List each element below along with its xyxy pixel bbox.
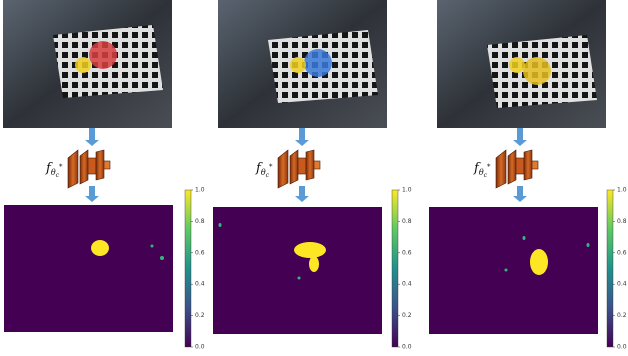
label-superscript: * [487, 163, 491, 171]
panel: fθc* 0.0 0.2 0.4 0.6 0.8 1.0 [213, 0, 412, 351]
colorbar-tick-label: 0.2 [402, 312, 412, 319]
heatmap [213, 207, 382, 334]
arrow [517, 128, 523, 140]
arrow [517, 186, 523, 196]
label-sub-subscript: c [266, 172, 270, 179]
network-icon [531, 160, 539, 170]
colorbar-tick-label: 0.4 [195, 281, 205, 288]
colorbar-tick-label: 0.6 [617, 249, 627, 256]
arrow [85, 140, 99, 146]
heatmap-blob [297, 276, 301, 280]
network-icon [289, 149, 299, 185]
colorbar-tick-label: 1.0 [402, 187, 412, 194]
colorbar-tick-label: 0.6 [402, 249, 412, 256]
object [75, 57, 91, 73]
heatmap [4, 205, 173, 332]
colorbar-tick-label: 0.4 [617, 281, 627, 288]
heatmap-blob [522, 236, 526, 240]
heatmap-blob [150, 244, 154, 248]
network-icon [79, 149, 89, 185]
object [304, 49, 332, 77]
colorbar-tick-label: 1.0 [195, 187, 205, 194]
panel: fθc* 0.0 0.2 0.4 0.6 0.8 1.0 [429, 0, 627, 351]
colorbar-tick-label: 0.4 [402, 281, 412, 288]
colorbar-tick-label: 0.8 [402, 218, 412, 225]
label-subscript: θ [261, 168, 266, 177]
network-icon [313, 160, 321, 170]
panel: fθc* 0.0 0.2 0.4 0.6 0.8 1.0 [3, 0, 205, 351]
colorbar-tick-label: 0.8 [195, 218, 205, 225]
arrow [299, 128, 305, 140]
object [523, 57, 551, 85]
heatmap-blob [160, 256, 164, 260]
heatmap-blob [294, 242, 326, 258]
arrow [85, 196, 99, 202]
network-icon [67, 149, 79, 189]
network-icon [507, 149, 517, 185]
heatmap-blob [586, 243, 590, 247]
colorbar-tick-label: 0.2 [617, 312, 627, 319]
colorbar-tick-label: 0.0 [402, 344, 412, 351]
network-icon [297, 157, 307, 175]
model-label: fθc* [255, 161, 273, 179]
heatmap-blob [91, 240, 109, 256]
object [89, 41, 117, 69]
model-label: fθc* [45, 161, 63, 179]
model-label: fθc* [473, 161, 491, 179]
label-superscript: * [269, 163, 273, 171]
heatmap-blob [530, 249, 548, 275]
heatmap-blob [504, 268, 508, 272]
network-icon [495, 149, 507, 189]
network-icon [305, 149, 315, 181]
network-icon [515, 157, 525, 175]
heatmap [429, 207, 598, 334]
network-icon [95, 149, 105, 181]
network-icon [523, 149, 533, 181]
heatmap-blob [309, 256, 319, 272]
colorbar-tick-label: 0.0 [617, 344, 627, 351]
colorbar [606, 189, 614, 348]
object [290, 57, 306, 73]
colorbar-tick-label: 0.6 [195, 249, 205, 256]
arrow [295, 140, 309, 146]
label-superscript: * [59, 163, 63, 171]
label-sub-subscript: c [56, 172, 60, 179]
panels: fθc* 0.0 0.2 0.4 0.6 0.8 1.0 fθc* 0.0 0.2 0.4 0.6 0.… [3, 0, 627, 351]
arrow [299, 186, 305, 196]
colorbar-tick-label: 0.8 [617, 218, 627, 225]
network-icon [277, 149, 289, 189]
label-sub-subscript: c [484, 172, 488, 179]
colorbar [391, 189, 399, 348]
arrow [295, 196, 309, 202]
network-icon [103, 160, 111, 170]
object [509, 57, 525, 73]
arrow [513, 196, 527, 202]
arrow [89, 128, 95, 140]
network-icon [87, 157, 97, 175]
label-subscript: θ [51, 168, 56, 177]
colorbar-tick-label: 0.0 [195, 344, 205, 351]
arrow [89, 186, 95, 196]
arrow [513, 140, 527, 146]
colorbar-tick-label: 0.2 [195, 312, 205, 319]
colorbar [184, 189, 192, 348]
label-subscript: θ [479, 168, 484, 177]
heatmap-blob [218, 223, 222, 227]
colorbar-tick-label: 1.0 [617, 187, 627, 194]
